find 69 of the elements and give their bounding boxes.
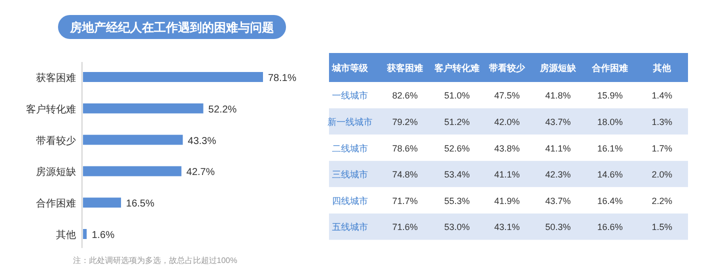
data-label: 52.6% [444,143,470,154]
x-tick-label: 带看较少 [489,63,526,73]
data-label: 16.5% [126,198,154,210]
bar [83,134,183,145]
data-label: 71.6% [392,222,418,232]
data-label: 15.9% [597,90,623,101]
data-label: 42.7% [186,167,215,178]
bar [83,72,263,82]
data-label: 1.3% [652,116,672,127]
data-label: 43.1% [494,222,520,232]
data-label: 42.0% [494,116,520,127]
y-tick-label: 房源短缺 [36,166,76,178]
data-label: 18.0% [597,116,623,127]
data-label: 74.8% [392,170,418,180]
data-label: 43.7% [545,116,571,127]
y-axis-title: 城市等级 [331,63,369,73]
data-label: 43.7% [545,196,571,206]
data-label: 2.2% [652,196,672,206]
data-label: 1.4% [652,90,672,101]
data-label: 42.3% [545,170,571,180]
data-label: 71.7% [392,196,418,206]
text: 注：此处调研选项为多选，故总占比超过100% [72,256,238,265]
data-label: 51.0% [444,90,470,101]
bar [83,103,204,114]
data-label: 78.1% [268,73,296,84]
data-label: 1.7% [652,143,672,154]
data-label: 41.1% [494,170,520,180]
x-tick-label: 房源短缺 [539,63,577,73]
y-tick-label: 获客困难 [36,72,76,84]
data-label: 55.3% [444,196,470,206]
bar [83,198,122,208]
x-tick-label: 其他 [652,63,672,73]
bar [83,229,87,239]
data-label: 43.8% [494,143,520,154]
data-label: 43.3% [188,136,216,147]
bar [83,166,182,176]
x-tick-label: 获客困难 [386,63,423,73]
y-tick-label: 五线城市 [332,222,368,232]
data-label: 1.5% [652,222,672,232]
data-label: 2.0% [652,170,672,180]
data-label: 78.6% [392,143,418,154]
data-label: 14.6% [597,170,623,180]
data-label: 53.0% [444,222,470,232]
data-label: 16.6% [597,222,623,232]
chart-title: 房地产经纪人在工作遇到的困难与问题 [69,20,274,34]
y-tick-label: 合作困难 [36,198,76,210]
y-tick-label: 一线城市 [332,90,368,101]
data-label: 16.4% [597,196,623,206]
data-label: 41.1% [545,143,571,154]
data-label: 53.4% [444,170,470,180]
data-label: 41.9% [494,196,520,206]
data-label: 47.5% [494,90,520,101]
data-label: 51.2% [444,116,470,127]
y-tick-label: 带看较少 [36,134,76,147]
y-tick-label: 客户转化难 [26,103,76,116]
y-tick-label: 新一线城市 [328,116,372,127]
x-tick-label: 合作困难 [591,63,628,73]
y-tick-label: 四线城市 [332,196,368,206]
data-label: 41.8% [545,90,571,101]
data-label: 82.6% [392,90,418,101]
y-tick-label: 其他 [56,229,76,241]
y-tick-label: 三线城市 [332,170,368,180]
x-tick-label: 客户转化难 [434,63,480,73]
data-label: 50.3% [545,222,571,232]
data-label: 52.2% [208,104,237,116]
data-label: 1.6% [92,230,115,241]
y-tick-label: 二线城市 [332,143,368,154]
data-label: 16.1% [597,143,623,154]
data-label: 79.2% [392,116,418,127]
